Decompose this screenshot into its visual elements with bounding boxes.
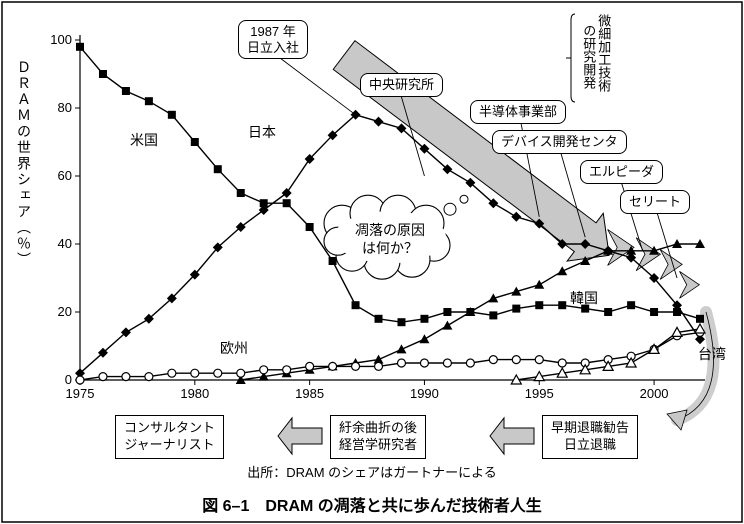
- callout-entry-line1: 1987 年: [250, 24, 296, 39]
- flow-box-researcher-l2: 経営学研究者: [339, 437, 417, 452]
- flow-box-retire-l2: 日立退職: [564, 437, 616, 452]
- callout-device-center: デバイス開発センタ: [492, 130, 627, 154]
- svg-text:1980: 1980: [180, 386, 209, 401]
- flow-box-researcher: 紆余曲折の後 経営学研究者: [330, 415, 426, 459]
- svg-text:凋落の原因: 凋落の原因: [355, 222, 425, 238]
- svg-text:2000: 2000: [640, 386, 669, 401]
- callout-semi-div: 半導体事業部: [470, 100, 566, 124]
- flow-box-consultant-l2: ジャーナリスト: [124, 437, 214, 452]
- series-label-usa: 米国: [130, 130, 158, 150]
- callout-micro-line1: 微細加工技術: [596, 14, 610, 92]
- svg-text:20: 20: [58, 304, 72, 319]
- series-label-europe: 欧州: [220, 338, 248, 358]
- callout-micro-line2: の研究開発: [581, 24, 595, 89]
- series-label-korea: 韓国: [570, 288, 598, 308]
- svg-text:80: 80: [58, 100, 72, 115]
- svg-text:1990: 1990: [410, 386, 439, 401]
- series-label-japan: 日本: [248, 122, 276, 142]
- series-label-taiwan: 台湾: [698, 344, 726, 364]
- y-axis-title: ＤＲＡＭの世界シェア（％）: [14, 60, 34, 268]
- svg-text:0: 0: [65, 372, 72, 387]
- figure-title: 図 6–1 DRAM の凋落と共に歩んだ技術者人生: [0, 492, 744, 516]
- figure-container: 0 20 40 60 80 100 1975 1980 1985 1990 1995 2000 凋落の原…: [0, 0, 744, 524]
- svg-text:40: 40: [58, 236, 72, 251]
- svg-text:1995: 1995: [525, 386, 554, 401]
- flow-box-retire: 早期退職勧告 日立退職: [542, 415, 638, 459]
- svg-text:100: 100: [50, 32, 72, 47]
- callout-elpida: エルピーダ: [580, 160, 663, 184]
- flow-box-retire-l1: 早期退職勧告: [551, 420, 629, 435]
- flow-box-researcher-l1: 紆余曲折の後: [339, 420, 417, 435]
- svg-text:1985: 1985: [295, 386, 324, 401]
- callout-entry-1987: 1987 年 日立入社: [238, 20, 308, 59]
- svg-text:1975: 1975: [66, 386, 95, 401]
- flow-box-consultant-l1: コンサルタント: [124, 420, 215, 435]
- callout-selite: セリート: [620, 190, 690, 214]
- figure-source: 出所：DRAM のシェアはガートナーによる: [0, 462, 744, 481]
- svg-text:60: 60: [58, 168, 72, 183]
- callout-entry-line2: 日立入社: [247, 40, 299, 55]
- callout-central-lab: 中央研究所: [360, 73, 443, 97]
- svg-text:は何か？: は何か？: [362, 240, 418, 256]
- flow-box-consultant: コンサルタント ジャーナリスト: [115, 415, 224, 459]
